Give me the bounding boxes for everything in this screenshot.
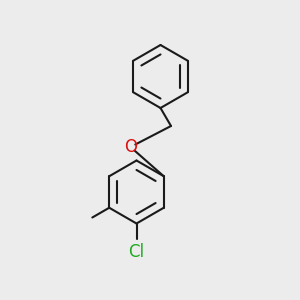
Text: O: O bbox=[124, 138, 137, 156]
Text: Cl: Cl bbox=[128, 243, 145, 261]
